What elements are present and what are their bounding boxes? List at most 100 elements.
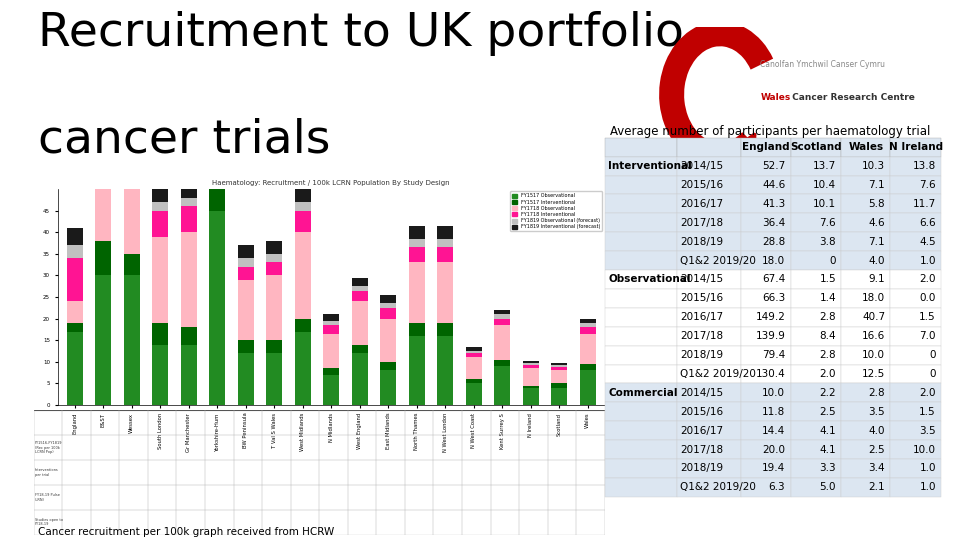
Bar (295, 202, 310, 211)
Bar (741, 459, 790, 478)
Text: 13.7: 13.7 (813, 161, 836, 171)
Bar (677, 270, 741, 289)
Bar (790, 270, 841, 289)
Bar (209, 0, 225, 16)
Bar (605, 308, 677, 327)
Text: 2015/16: 2015/16 (680, 180, 723, 190)
Bar (890, 478, 941, 497)
Bar (605, 383, 677, 402)
Bar (790, 194, 841, 213)
Bar (95, 241, 111, 275)
Text: 7.1: 7.1 (869, 180, 885, 190)
Bar (494, 310, 510, 314)
Bar (324, 321, 339, 325)
Bar (67, 301, 83, 323)
Bar (790, 364, 841, 383)
Text: 1.0: 1.0 (920, 255, 936, 266)
Text: 139.9: 139.9 (756, 331, 785, 341)
Bar (438, 226, 453, 239)
Text: 7.0: 7.0 (920, 331, 936, 341)
Bar (324, 334, 339, 368)
Bar (523, 386, 539, 388)
Bar (890, 402, 941, 421)
Bar (741, 157, 790, 176)
Bar (790, 138, 841, 157)
Bar (841, 138, 890, 157)
Bar (741, 270, 790, 289)
Text: 2015/16: 2015/16 (680, 407, 723, 417)
Text: Q1&2 2019/20: Q1&2 2019/20 (680, 369, 756, 379)
Bar (790, 421, 841, 440)
Bar (890, 270, 941, 289)
Bar (605, 232, 677, 251)
Bar (438, 247, 453, 262)
Bar (677, 138, 741, 157)
Text: N Ireland: N Ireland (889, 142, 943, 152)
Bar (790, 308, 841, 327)
Bar (95, 120, 111, 241)
Bar (551, 365, 567, 367)
Text: 2017/18: 2017/18 (680, 331, 723, 341)
Bar (494, 325, 510, 360)
Text: 36.4: 36.4 (762, 218, 785, 228)
Bar (790, 327, 841, 346)
Text: Canolfan Ymchwil Canser Cymru: Canolfan Ymchwil Canser Cymru (760, 59, 885, 69)
Bar (677, 364, 741, 383)
Bar (841, 421, 890, 440)
Bar (494, 360, 510, 366)
Text: 18.0: 18.0 (762, 255, 785, 266)
Bar (841, 440, 890, 459)
Bar (95, 81, 111, 98)
Text: England: England (742, 142, 790, 152)
Bar (841, 176, 890, 194)
Text: 4.1: 4.1 (820, 426, 836, 436)
Bar (677, 213, 741, 232)
Text: 7.1: 7.1 (869, 237, 885, 247)
Text: 18.0: 18.0 (862, 293, 885, 303)
Text: 3.3: 3.3 (820, 463, 836, 474)
Bar (409, 336, 424, 405)
Text: 3.8: 3.8 (820, 237, 836, 247)
Text: FY18-19 Pulse
(LRN): FY18-19 Pulse (LRN) (35, 493, 60, 502)
Text: 7.6: 7.6 (920, 180, 936, 190)
Text: 2.1: 2.1 (869, 482, 885, 492)
Bar (890, 176, 941, 194)
Bar (790, 346, 841, 365)
Bar (153, 323, 168, 345)
Text: 7.6: 7.6 (820, 218, 836, 228)
Bar (238, 245, 253, 258)
Bar (124, 51, 139, 68)
Text: 16.6: 16.6 (862, 331, 885, 341)
Bar (741, 327, 790, 346)
Text: 2018/19: 2018/19 (680, 237, 723, 247)
Bar (741, 421, 790, 440)
Text: 79.4: 79.4 (762, 350, 785, 360)
Bar (95, 98, 111, 120)
Bar (841, 232, 890, 251)
Bar (266, 241, 282, 254)
Bar (890, 213, 941, 232)
Text: 3.5: 3.5 (869, 407, 885, 417)
Text: Cancer Research Centre: Cancer Research Centre (788, 93, 915, 103)
Text: Recruitment to UK portfolio: Recruitment to UK portfolio (38, 11, 684, 56)
Bar (380, 303, 396, 308)
Text: 1.0: 1.0 (920, 463, 936, 474)
Text: 4.1: 4.1 (820, 444, 836, 455)
Bar (380, 362, 396, 370)
Bar (741, 383, 790, 402)
Text: Average number of participants per haematology trial: Average number of participants per haema… (610, 125, 930, 138)
Bar (523, 365, 539, 368)
Text: 2015/16: 2015/16 (680, 293, 723, 303)
Bar (295, 332, 310, 405)
Bar (741, 402, 790, 421)
Text: 2017/18: 2017/18 (680, 218, 723, 228)
Bar (677, 251, 741, 270)
Bar (605, 213, 677, 232)
Bar (890, 138, 941, 157)
Bar (605, 478, 677, 497)
Bar (790, 157, 841, 176)
Text: 2.5: 2.5 (820, 407, 836, 417)
Text: 2.0: 2.0 (920, 274, 936, 285)
Bar (409, 226, 424, 239)
Bar (124, 103, 139, 254)
